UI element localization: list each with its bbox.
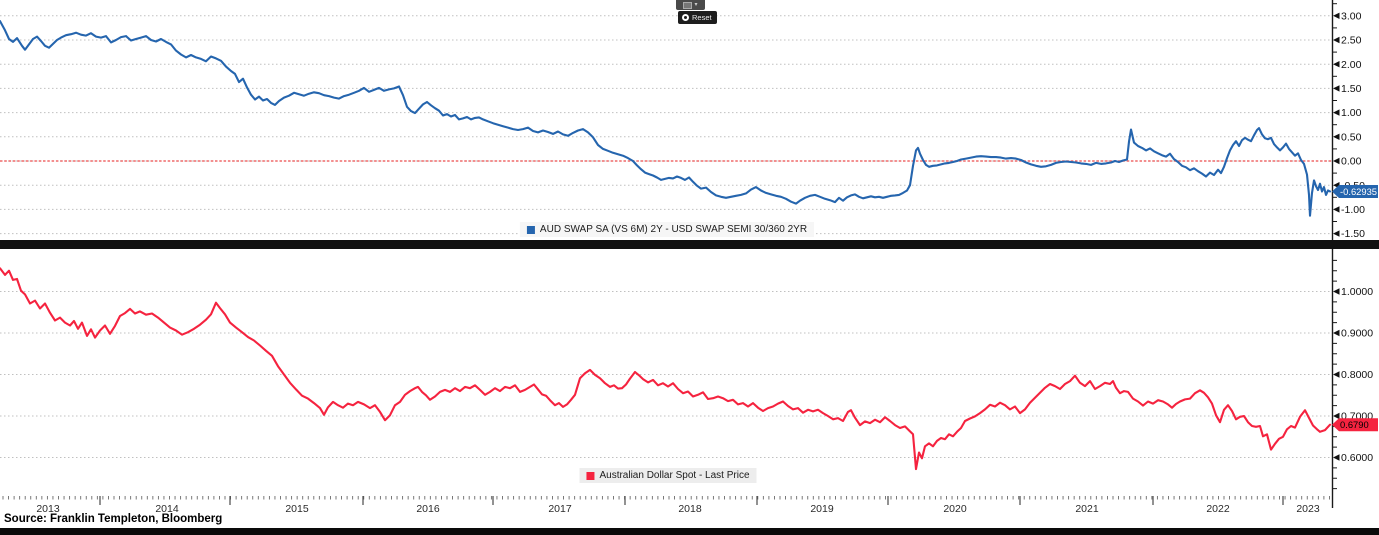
y-tick-label: 0.9000 (1341, 328, 1373, 340)
shared-x-axis: 2013 2014 2015 2016 2017 2018 2019 2020 2021 2022… (2, 495, 1334, 515)
y-tick-label: 2.00 (1341, 59, 1362, 71)
y-major-tick (1333, 109, 1340, 116)
chart-mini-toolbar: ▾ Reset (676, 0, 717, 24)
chevron-down-icon: ▾ (694, 2, 698, 8)
chart-options-button[interactable]: ▾ (676, 0, 705, 10)
y-tick-label: -1.50 (1341, 228, 1365, 240)
y-tick-label: 1.50 (1341, 83, 1362, 95)
y-major-tick (1333, 157, 1340, 165)
series-line (0, 267, 1332, 471)
year-label: 2019 (810, 503, 834, 515)
year-label: 2015 (285, 503, 309, 515)
top-chart-panel: 3.002.502.001.501.000.500.00-0.50-1.00-1… (0, 0, 1378, 240)
year-label: 2021 (1075, 503, 1099, 515)
source-attribution: Source: Franklin Templeton, Bloomberg (4, 513, 223, 525)
year-label: 2023 (1296, 503, 1320, 515)
last-price-badge (1332, 184, 1378, 198)
gear-icon (682, 14, 689, 21)
footer-bar (0, 528, 1379, 535)
last-price-badge-label: -0.62935 (1340, 186, 1377, 197)
top-series-swatch-icon (526, 225, 535, 234)
panel-divider-bar[interactable] (0, 240, 1379, 249)
y-tick-label: 3.00 (1341, 10, 1362, 22)
year-label: 2014 (155, 503, 179, 515)
y-major-tick (1333, 61, 1340, 68)
series-line (0, 20, 1332, 217)
y-major-tick (1333, 288, 1340, 295)
y-major-tick (1333, 133, 1340, 140)
y-tick-label: 1.0000 (1341, 286, 1373, 298)
y-tick-label: -1.00 (1341, 204, 1365, 216)
reset-button[interactable]: Reset (678, 11, 717, 24)
year-label: 2020 (943, 503, 967, 515)
top-legend-label: AUD SWAP SA (VS 6M) 2Y - USD SWAP SEMI 3… (539, 224, 808, 235)
year-label: 2013 (36, 503, 60, 515)
y-major-tick (1333, 371, 1340, 378)
y-major-tick (1333, 36, 1340, 44)
y-tick-label: 2.50 (1341, 35, 1362, 47)
last-price-badge (1332, 418, 1378, 432)
bottom-legend: Australian Dollar Spot - Last Price (579, 468, 757, 483)
reset-label: Reset (692, 13, 712, 22)
y-tick-label: 1.00 (1341, 107, 1362, 119)
y-major-tick (1333, 454, 1340, 461)
y-tick-label: 0.00 (1341, 156, 1362, 168)
last-price-badge-label: 0.6790 (1340, 419, 1369, 430)
top-legend: AUD SWAP SA (VS 6M) 2Y - USD SWAP SEMI 3… (519, 222, 815, 237)
y-major-tick (1333, 230, 1340, 237)
y-tick-label: 0.8000 (1341, 369, 1373, 381)
y-major-tick (1333, 206, 1340, 213)
chart-options-icon (683, 1, 693, 9)
y-major-tick (1333, 85, 1340, 92)
y-major-tick (1333, 412, 1340, 420)
year-label: 2016 (416, 503, 440, 515)
bottom-legend-label: Australian Dollar Spot - Last Price (599, 470, 750, 481)
y-major-tick (1333, 12, 1340, 19)
year-label: 2017 (548, 503, 572, 515)
y-tick-label: 0.50 (1341, 131, 1362, 143)
y-major-tick (1333, 329, 1340, 337)
y-tick-label: 0.6000 (1341, 452, 1373, 464)
year-label: 2018 (678, 503, 702, 515)
year-label: 2022 (1206, 503, 1230, 515)
bottom-series-swatch-icon (586, 471, 595, 480)
